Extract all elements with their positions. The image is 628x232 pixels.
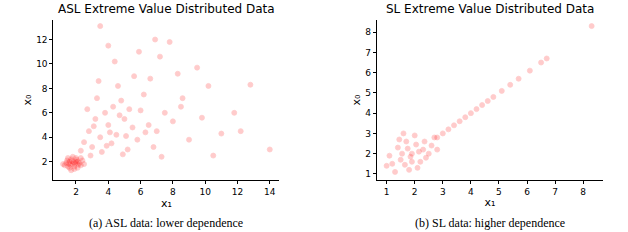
svg-text:x₀: x₀ [350, 94, 363, 106]
svg-text:2: 2 [73, 187, 79, 197]
svg-text:12: 12 [36, 35, 47, 45]
svg-text:12: 12 [232, 187, 243, 197]
svg-text:6: 6 [524, 187, 530, 197]
svg-text:4: 4 [468, 187, 474, 197]
svg-text:7: 7 [552, 187, 558, 197]
svg-text:x₁: x₁ [484, 196, 495, 209]
svg-text:5: 5 [365, 88, 371, 98]
svg-text:2: 2 [365, 149, 371, 159]
svg-text:8: 8 [170, 187, 176, 197]
svg-text:4: 4 [42, 132, 48, 142]
svg-text:4: 4 [105, 187, 111, 197]
svg-text:x₁: x₁ [161, 197, 172, 210]
svg-text:10: 10 [36, 59, 48, 69]
svg-text:(b) SL data: higher dependence: (b) SL data: higher dependence [415, 216, 565, 230]
svg-text:6: 6 [138, 187, 144, 197]
svg-text:x₀: x₀ [21, 94, 34, 106]
svg-text:3: 3 [365, 129, 371, 139]
svg-text:6: 6 [42, 108, 48, 118]
svg-text:7: 7 [365, 48, 371, 58]
svg-text:8: 8 [42, 84, 48, 94]
svg-text:5: 5 [496, 187, 502, 197]
svg-text:4: 4 [365, 108, 371, 118]
svg-text:2: 2 [42, 157, 48, 167]
svg-text:(a) ASL data: lower dependence: (a) ASL data: lower dependence [89, 216, 243, 230]
svg-text:1: 1 [384, 187, 390, 197]
svg-text:8: 8 [580, 187, 586, 197]
svg-text:ASL Extreme Value Distributed: ASL Extreme Value Distributed Data [58, 2, 275, 16]
svg-text:6: 6 [365, 68, 371, 78]
svg-text:8: 8 [365, 27, 371, 37]
svg-text:SL Extreme Value Distributed D: SL Extreme Value Distributed Data [386, 2, 594, 16]
svg-text:1: 1 [365, 169, 371, 179]
svg-text:3: 3 [440, 187, 446, 197]
svg-text:14: 14 [264, 187, 276, 197]
svg-text:10: 10 [199, 187, 211, 197]
svg-text:2: 2 [412, 187, 418, 197]
